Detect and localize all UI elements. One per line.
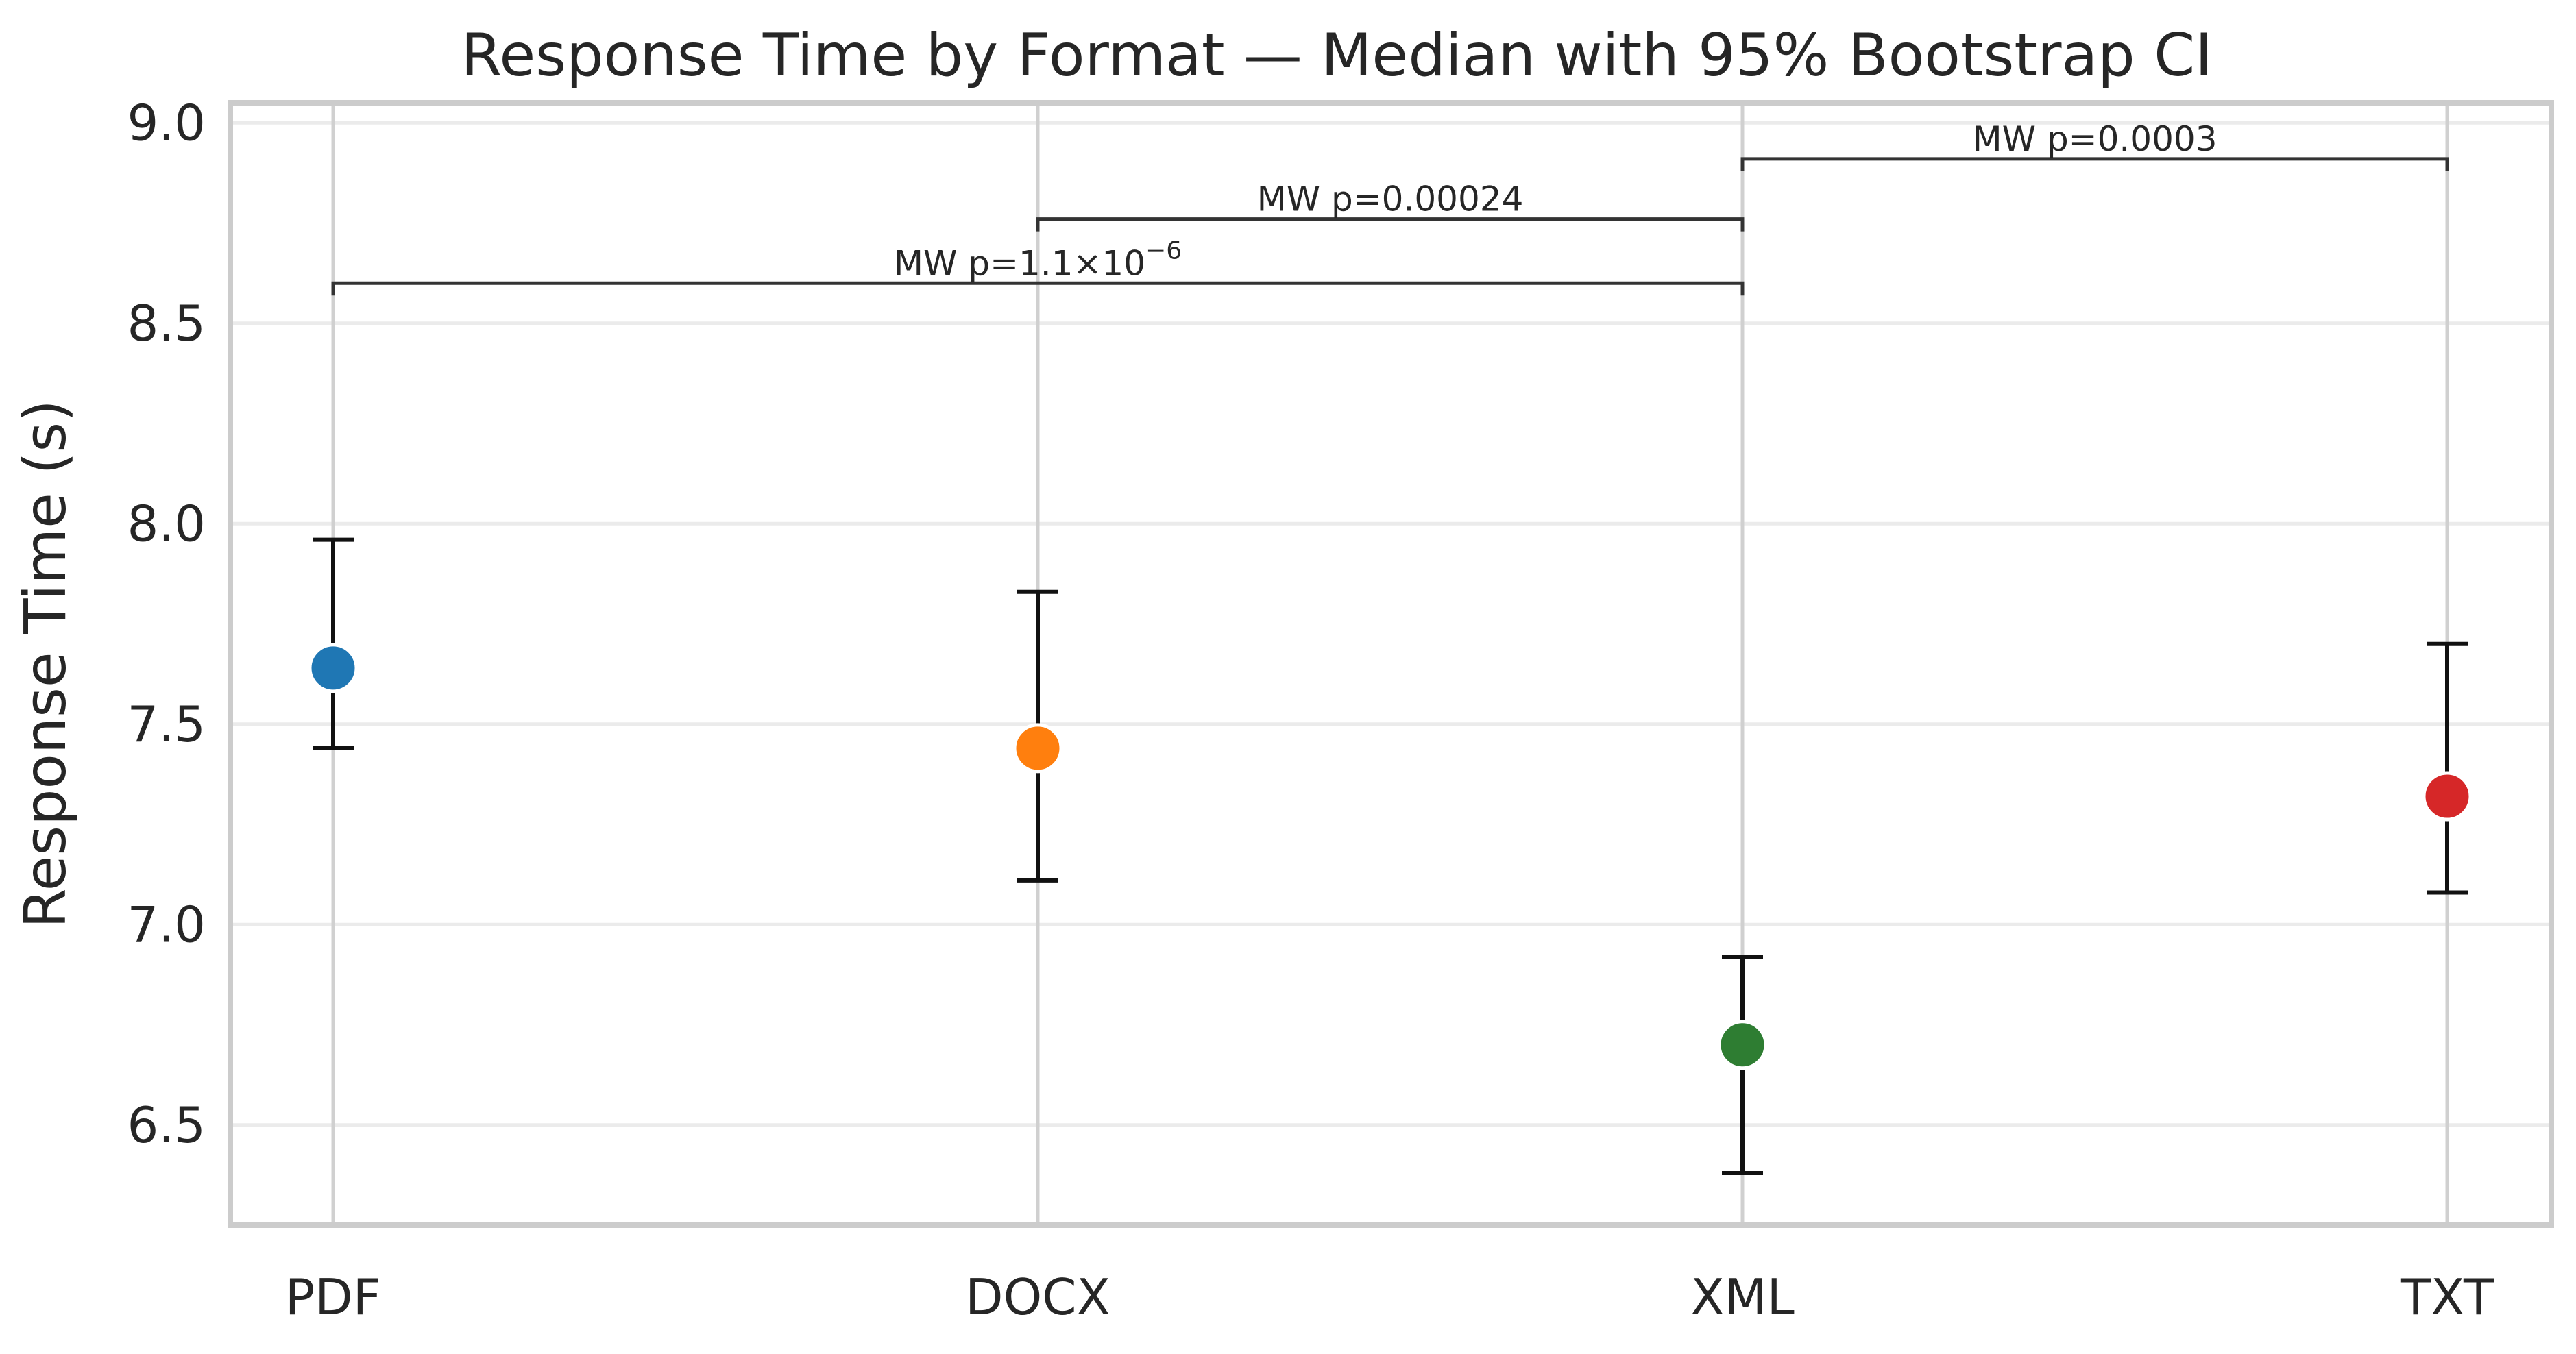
significance-label: MW p=0.00024 — [1257, 180, 1524, 219]
median-point — [308, 643, 359, 693]
median-point — [1717, 1020, 1768, 1070]
x-tick-label: XML — [1690, 1268, 1795, 1326]
y-tick-label: 6.5 — [127, 1096, 206, 1154]
y-tick-label: 8.5 — [127, 295, 206, 352]
y-tick-label: 8.0 — [127, 495, 206, 552]
significance-label: MW p=0.0003 — [1972, 119, 2217, 159]
significance-bracket: MW p=0.00024 — [1036, 180, 1745, 232]
significance-label: MW p=1.1×10−6 — [894, 236, 1182, 283]
significance-bracket: MW p=1.1×10−6 — [331, 236, 1745, 296]
chart-title: Response Time by Format — Median with 95… — [461, 21, 2212, 90]
median-points — [308, 643, 2472, 1070]
x-ticks: PDF DOCX XML TXT — [285, 1268, 2494, 1326]
significance-label-text: MW p=0.0003 — [1972, 119, 2217, 159]
y-ticks: 6.5 7.0 7.5 8.0 8.5 9.0 — [127, 94, 206, 1154]
x-tick-label: TXT — [2400, 1268, 2494, 1326]
significance-label-text: MW p=0.00024 — [1257, 180, 1524, 219]
y-tick-label: 7.5 — [127, 696, 206, 753]
error-bars — [313, 537, 2468, 1175]
error-bar — [2427, 641, 2468, 895]
plot-frame — [228, 100, 2554, 1228]
significance-annotations: MW p=1.1×10−6 MW p=0.00024 MW p=0.0003 — [331, 119, 2449, 296]
significance-bracket: MW p=0.0003 — [1740, 119, 2449, 171]
median-point — [2422, 771, 2472, 822]
y-tick-label: 7.0 — [127, 896, 206, 953]
y-tick-label: 9.0 — [127, 94, 206, 151]
x-tick-label: DOCX — [965, 1268, 1110, 1326]
significance-label-text: MW p=1.1×10 — [894, 243, 1145, 283]
x-tick-label: PDF — [285, 1268, 381, 1326]
significance-label-exponent: −6 — [1145, 236, 1182, 264]
grid — [230, 103, 2551, 1225]
y-axis-label: Response Time (s) — [12, 399, 79, 928]
median-point — [1012, 723, 1063, 774]
